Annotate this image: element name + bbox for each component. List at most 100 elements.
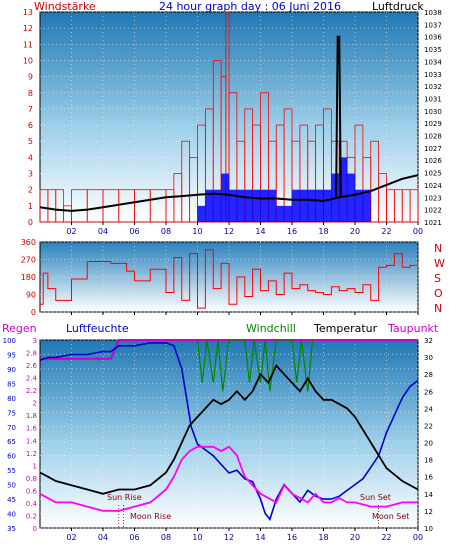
windchill-label: Windchill: [246, 322, 296, 335]
pressure-axis-tick-label: 1023: [424, 194, 442, 202]
rain-axis-tick-label: 1.6: [26, 425, 38, 433]
pressure-axis-tick-label: 1027: [424, 145, 442, 153]
humidity-axis-tick-label: 65: [7, 438, 16, 446]
pressure-axis-tick-label: 1035: [424, 46, 442, 54]
sun-rise-annotation: Sun Rise: [107, 493, 142, 502]
rain-axis-tick-label: 2.6: [26, 362, 38, 370]
wind-direction-line: [40, 249, 419, 309]
pressure-axis-tick-label: 1036: [424, 34, 442, 42]
x-tick-label: 14: [255, 227, 265, 236]
pressure-axis-tick-label: 1021: [424, 219, 442, 227]
x-tick-label: 10: [192, 227, 202, 236]
humidity-axis-tick-label: 95: [7, 351, 16, 359]
pressure-axis-tick-label: 1026: [424, 157, 442, 165]
humidity-axis-tick-label: 60: [7, 453, 16, 461]
x-tick-label: 10: [192, 533, 202, 542]
x-tick-label: 04: [98, 227, 108, 236]
wind-axis-tick-label: 7: [28, 105, 33, 114]
pressure-axis-tick-label: 1025: [424, 170, 442, 178]
temperature-axis-tick-label: 10: [424, 525, 433, 533]
x-tick-label: 20: [350, 533, 360, 542]
pressure-axis-tick-label: 1024: [424, 182, 442, 190]
wind-strength-label: Windstärke: [34, 0, 96, 13]
rain-axis-tick-label: 0: [33, 525, 37, 533]
x-tick-label: 12: [224, 533, 234, 542]
humidity-axis-tick-label: 40: [7, 511, 16, 519]
humidity-axis-tick-label: 45: [7, 496, 16, 504]
wind-axis-tick-label: 5: [28, 137, 33, 146]
gust-bar: [307, 189, 324, 222]
direction-axis-tick-label: 180: [21, 273, 36, 282]
dewpoint-line: [39, 445, 418, 512]
humidity-axis-tick-label: 80: [7, 395, 16, 403]
temperature-axis-tick-label: 18: [424, 457, 433, 465]
x-tick-label: 04: [98, 533, 108, 542]
moon-rise-annotation: Moon Rise: [130, 512, 171, 521]
temperature-axis-tick-label: 28: [424, 371, 433, 379]
gust-bar: [221, 173, 229, 222]
rain-axis-tick-label: 2.2: [26, 387, 37, 395]
direction-axis-tick-label: 90: [26, 291, 36, 300]
temperature-axis-tick-label: 16: [424, 474, 433, 482]
gust-bar: [197, 205, 206, 222]
x-tick-label: 18: [318, 227, 328, 236]
direction-axis-tick-label: 0: [31, 308, 36, 317]
wind-bar: [409, 189, 419, 223]
wind-axis-tick-label: 8: [28, 89, 33, 98]
pressure-axis-tick-label: 1030: [424, 108, 442, 116]
rain-axis-tick-label: 2.8: [26, 350, 37, 358]
x-tick-label: 08: [161, 227, 171, 236]
temperature-axis-tick-label: 24: [424, 405, 433, 413]
dewpoint-label: Taupunkt: [387, 322, 439, 335]
compass-label: S: [434, 272, 441, 285]
moon-set-annotation: Moon Set: [372, 512, 409, 521]
wind-axis-tick-label: 4: [28, 153, 33, 162]
humidity-label: Luftfeuchte: [66, 322, 129, 335]
temperature-axis-tick-label: 20: [424, 440, 433, 448]
wind-axis-tick-label: 0: [28, 218, 33, 227]
wind-axis-tick-label: 11: [23, 40, 33, 49]
temperature-axis-tick-label: 26: [424, 388, 433, 396]
x-tick-label: 02: [66, 227, 76, 236]
panel1-series: [39, 11, 419, 223]
x-tick-label: 02: [66, 533, 76, 542]
pressure-axis-tick-label: 1032: [424, 83, 442, 91]
compass-label: O: [434, 287, 443, 300]
x-tick-label: 22: [381, 533, 391, 542]
wind-axis-tick-label: 10: [23, 56, 33, 65]
rain-axis-tick-label: 1.8: [26, 412, 37, 420]
gust-bar: [339, 157, 348, 222]
humidity-axis-tick-label: 70: [7, 424, 16, 432]
temperature-axis-tick-label: 14: [424, 491, 433, 499]
pressure-spike-line: [335, 35, 342, 198]
rain-label: Regen: [2, 322, 37, 335]
pressure-axis-tick-label: 1033: [424, 71, 442, 79]
gust-bar: [347, 173, 355, 222]
humidity-axis-tick-label: 50: [7, 482, 16, 490]
temperature-axis-tick-label: 32: [424, 337, 433, 345]
gust-bar: [213, 189, 222, 222]
temperature-axis-tick-label: 12: [424, 508, 433, 516]
wind-axis-tick-label: 12: [23, 24, 33, 33]
rain-axis-tick-label: 2.4: [26, 375, 38, 383]
compass-label: N: [434, 302, 442, 315]
x-tick-label: 06: [129, 227, 139, 236]
pressure-axis-tick-label: 1034: [424, 58, 442, 66]
rain-axis-tick-label: 1.4: [26, 437, 38, 445]
pressure-axis-tick-label: 1031: [424, 95, 442, 103]
wind-axis-tick-label: 9: [28, 73, 33, 82]
rain-axis-tick-label: 0.4: [26, 500, 38, 508]
humidity-axis-tick-label: 55: [7, 467, 16, 475]
panel3-series: [39, 339, 419, 528]
pressure-axis-tick-label: 1038: [424, 9, 442, 17]
x-tick-label: 22: [381, 227, 391, 236]
pressure-label: Luftdruck: [372, 0, 424, 13]
humidity-axis-tick-label: 90: [7, 366, 16, 374]
pressure-axis-tick-label: 1037: [424, 21, 442, 29]
x-tick-label: 18: [318, 533, 328, 542]
direction-axis-tick-label: 360: [21, 238, 36, 247]
humidity-line: [39, 342, 419, 521]
humidity-axis-tick-label: 35: [7, 525, 16, 533]
